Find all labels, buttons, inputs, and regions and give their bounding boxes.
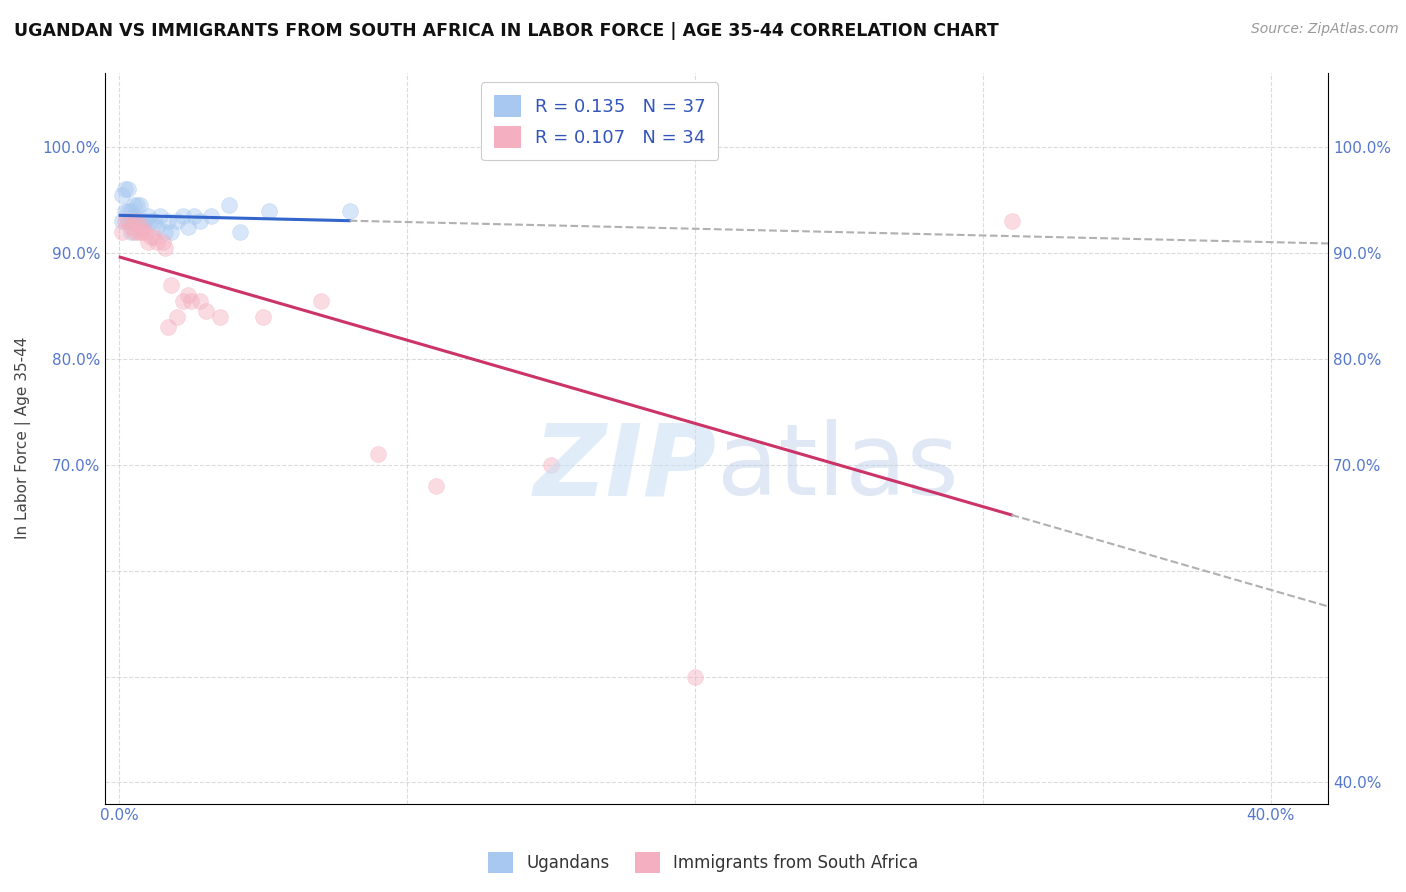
- Point: [134, 225, 156, 239]
- Point: [120, 214, 142, 228]
- Point: [125, 225, 148, 239]
- Point: [122, 214, 145, 228]
- Point: [122, 198, 145, 212]
- Point: [117, 203, 139, 218]
- Point: [122, 225, 145, 239]
- Point: [160, 225, 183, 239]
- Point: [188, 214, 211, 228]
- Point: [120, 203, 142, 218]
- Point: [142, 214, 165, 228]
- Point: [177, 219, 200, 234]
- Point: [125, 214, 148, 228]
- Point: [128, 198, 150, 212]
- Point: [131, 225, 153, 239]
- Point: [157, 320, 180, 334]
- Point: [309, 293, 332, 308]
- Point: [200, 209, 222, 223]
- Point: [111, 187, 134, 202]
- Point: [425, 479, 447, 493]
- Point: [136, 209, 159, 223]
- Point: [128, 219, 150, 234]
- Legend: Ugandans, Immigrants from South Africa: Ugandans, Immigrants from South Africa: [481, 846, 925, 880]
- Point: [177, 288, 200, 302]
- Point: [155, 225, 177, 239]
- Point: [114, 182, 136, 196]
- Point: [180, 293, 202, 308]
- Point: [155, 241, 177, 255]
- Point: [122, 214, 145, 228]
- Point: [166, 310, 188, 324]
- Point: [125, 198, 148, 212]
- Point: [229, 225, 252, 239]
- Point: [117, 182, 139, 196]
- Point: [166, 214, 188, 228]
- Point: [146, 219, 169, 234]
- Text: ZIP: ZIP: [533, 419, 717, 516]
- Point: [139, 230, 162, 244]
- Point: [131, 219, 153, 234]
- Point: [134, 214, 156, 228]
- Point: [128, 225, 150, 239]
- Point: [257, 203, 280, 218]
- Point: [114, 203, 136, 218]
- Point: [136, 235, 159, 250]
- Text: atlas: atlas: [717, 419, 957, 516]
- Point: [111, 225, 134, 239]
- Point: [120, 219, 142, 234]
- Point: [209, 310, 232, 324]
- Point: [117, 214, 139, 228]
- Point: [117, 214, 139, 228]
- Point: [152, 235, 174, 250]
- Point: [540, 458, 562, 472]
- Point: [157, 214, 180, 228]
- Point: [122, 209, 145, 223]
- Point: [367, 447, 389, 461]
- Point: [125, 214, 148, 228]
- Point: [120, 225, 142, 239]
- Text: Source: ZipAtlas.com: Source: ZipAtlas.com: [1251, 22, 1399, 37]
- Point: [160, 277, 183, 292]
- Point: [1000, 214, 1022, 228]
- Point: [218, 198, 240, 212]
- Point: [172, 209, 194, 223]
- Point: [146, 235, 169, 250]
- Point: [183, 209, 205, 223]
- Point: [188, 293, 211, 308]
- Point: [149, 209, 172, 223]
- Y-axis label: In Labor Force | Age 35-44: In Labor Force | Age 35-44: [15, 337, 31, 540]
- Text: UGANDAN VS IMMIGRANTS FROM SOUTH AFRICA IN LABOR FORCE | AGE 35-44 CORRELATION C: UGANDAN VS IMMIGRANTS FROM SOUTH AFRICA …: [14, 22, 998, 40]
- Point: [339, 203, 361, 218]
- Point: [139, 214, 162, 228]
- Point: [114, 214, 136, 228]
- Point: [111, 214, 134, 228]
- Point: [142, 230, 165, 244]
- Legend: R = 0.135   N = 37, R = 0.107   N = 34: R = 0.135 N = 37, R = 0.107 N = 34: [481, 82, 718, 161]
- Point: [172, 293, 194, 308]
- Point: [194, 304, 217, 318]
- Point: [131, 214, 153, 228]
- Point: [683, 669, 706, 683]
- Point: [252, 310, 274, 324]
